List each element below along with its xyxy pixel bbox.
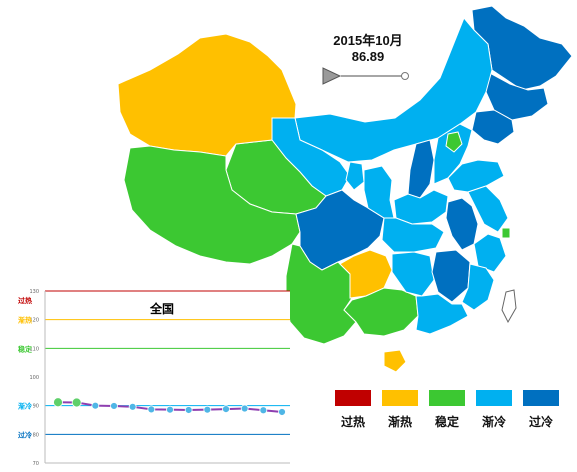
legend-item-overcool: 过冷 bbox=[523, 390, 559, 430]
data-point bbox=[71, 397, 82, 408]
legend-swatch bbox=[382, 390, 418, 406]
data-point bbox=[128, 402, 137, 411]
y-tick-label: 70 bbox=[33, 461, 39, 467]
y-tick-label: 90 bbox=[33, 404, 39, 410]
legend-label: 渐冷 bbox=[481, 415, 506, 429]
legend-item-cooling: 渐冷 bbox=[476, 390, 512, 430]
region-fujian[interactable] bbox=[461, 263, 495, 311]
y-tick-label: 110 bbox=[29, 346, 39, 352]
region-hunan[interactable] bbox=[391, 251, 435, 297]
slider-handle[interactable] bbox=[401, 72, 409, 80]
band-label: 稳定 bbox=[18, 344, 32, 353]
region-shandong[interactable] bbox=[447, 159, 505, 193]
region-shanxi[interactable] bbox=[407, 139, 435, 199]
y-tick-label: 120 bbox=[29, 318, 39, 324]
y-tick-label: 100 bbox=[29, 375, 39, 381]
y-tick-label: 130 bbox=[29, 289, 39, 295]
region-jiangsu[interactable] bbox=[467, 185, 509, 233]
legend-label: 渐热 bbox=[387, 415, 412, 429]
region-guizhou[interactable] bbox=[339, 249, 393, 299]
region-guangdong[interactable] bbox=[415, 293, 469, 335]
region-shanghai[interactable] bbox=[501, 227, 511, 239]
band-label: 过热 bbox=[18, 296, 32, 305]
region-jiangxi[interactable] bbox=[431, 249, 471, 303]
data-point bbox=[53, 397, 63, 408]
data-point bbox=[240, 404, 249, 413]
legend-label: 过热 bbox=[340, 415, 365, 429]
region-guangxi[interactable] bbox=[343, 287, 419, 337]
legend-item-overheat: 过热 bbox=[335, 390, 371, 430]
region-hubei[interactable] bbox=[381, 217, 445, 253]
data-point bbox=[184, 406, 193, 414]
data-point bbox=[147, 405, 156, 414]
band-label: 渐冷 bbox=[18, 402, 32, 411]
legend-item-warming: 渐热 bbox=[382, 390, 418, 430]
region-hebei[interactable] bbox=[433, 123, 473, 185]
data-point bbox=[110, 402, 118, 410]
legend-swatch bbox=[523, 390, 559, 406]
region-neimenggu[interactable] bbox=[294, 17, 493, 163]
region-beijing[interactable] bbox=[445, 131, 463, 153]
data-point bbox=[278, 408, 286, 416]
chart-title: 全国 bbox=[149, 301, 174, 316]
region-hainan[interactable] bbox=[383, 349, 407, 373]
data-point bbox=[259, 406, 268, 415]
region-jilin[interactable] bbox=[485, 71, 549, 121]
band-label: 渐热 bbox=[18, 316, 32, 325]
legend-swatch bbox=[476, 390, 512, 406]
legend-item-stable: 稳定 bbox=[429, 390, 465, 430]
data-point bbox=[222, 405, 230, 414]
legend-swatch bbox=[335, 390, 371, 406]
data-point bbox=[203, 405, 212, 414]
chart-plot-area bbox=[45, 291, 290, 463]
timeline-value: 86.89 bbox=[351, 49, 385, 64]
data-point bbox=[166, 405, 174, 414]
legend-swatch bbox=[429, 390, 465, 406]
chart-axis-background bbox=[3, 288, 45, 466]
region-taiwan[interactable] bbox=[501, 289, 517, 324]
play-icon[interactable] bbox=[322, 67, 342, 85]
y-tick-label: 80 bbox=[33, 432, 39, 438]
legend-label: 过冷 bbox=[528, 415, 553, 429]
legend: 过热 渐热 稳定 渐冷 过冷 bbox=[335, 390, 559, 430]
region-ningxia[interactable] bbox=[345, 161, 365, 191]
timeline-slider[interactable] bbox=[322, 67, 409, 85]
timeline-period: 2015年10月 bbox=[333, 33, 403, 48]
legend-label: 稳定 bbox=[434, 415, 459, 429]
band-label: 过冷 bbox=[18, 430, 32, 439]
region-liaoning[interactable] bbox=[471, 109, 515, 145]
data-point bbox=[91, 401, 100, 410]
